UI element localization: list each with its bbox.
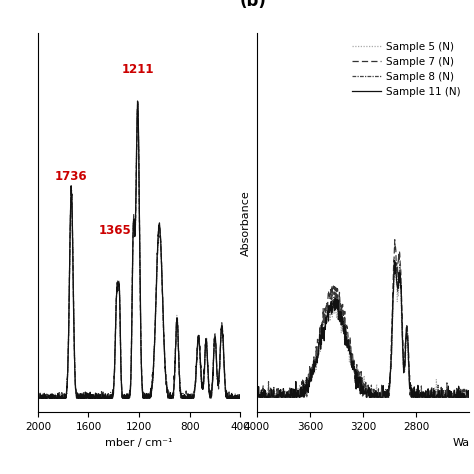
Text: 1736: 1736 bbox=[55, 171, 88, 183]
X-axis label: mber / cm⁻¹: mber / cm⁻¹ bbox=[105, 438, 173, 447]
Text: 1211: 1211 bbox=[121, 63, 154, 76]
Y-axis label: Absorbance: Absorbance bbox=[241, 190, 251, 255]
Text: 1365: 1365 bbox=[99, 224, 131, 237]
X-axis label: Wa: Wa bbox=[452, 438, 469, 447]
Legend: Sample 5 (N), Sample 7 (N), Sample 8 (N), Sample 11 (N): Sample 5 (N), Sample 7 (N), Sample 8 (N)… bbox=[349, 38, 464, 100]
Text: (b): (b) bbox=[240, 0, 267, 10]
